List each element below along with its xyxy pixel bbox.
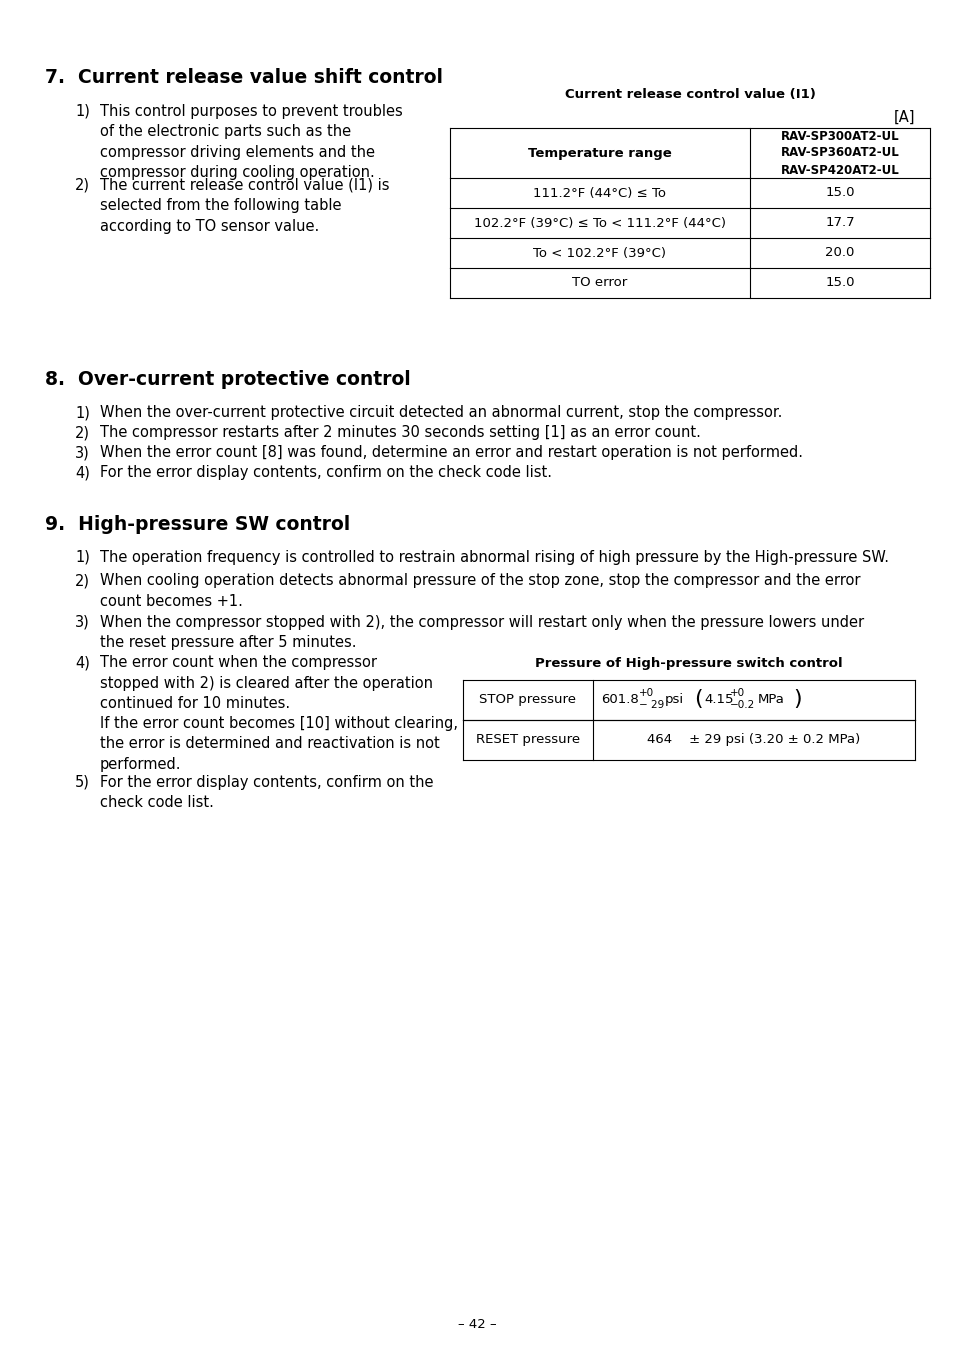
Text: +0: +0 <box>639 689 654 698</box>
Text: STOP pressure: STOP pressure <box>479 693 576 706</box>
Text: 4.15: 4.15 <box>703 693 733 706</box>
Text: 15.0: 15.0 <box>824 276 854 290</box>
Text: This control purposes to prevent troubles
of the electronic parts such as the
co: This control purposes to prevent trouble… <box>100 104 402 181</box>
Text: 464    ± 29 psi (3.20 ± 0.2 MPa): 464 ± 29 psi (3.20 ± 0.2 MPa) <box>647 733 860 745</box>
Text: 2): 2) <box>75 425 90 439</box>
Text: 3): 3) <box>75 615 90 630</box>
Text: 15.0: 15.0 <box>824 186 854 200</box>
Text: 17.7: 17.7 <box>824 217 854 229</box>
Text: ): ) <box>792 689 801 709</box>
Text: When the compressor stopped with 2), the compressor will restart only when the p: When the compressor stopped with 2), the… <box>100 615 863 650</box>
Text: 1): 1) <box>75 404 90 421</box>
Text: For the error display contents, confirm on the
check code list.: For the error display contents, confirm … <box>100 775 433 810</box>
Text: Current release control value (I1): Current release control value (I1) <box>564 88 815 101</box>
Text: 601.8: 601.8 <box>600 693 639 706</box>
Text: When the error count [8] was found, determine an error and restart operation is : When the error count [8] was found, dete… <box>100 445 802 460</box>
Text: 3): 3) <box>75 445 90 460</box>
Text: 2): 2) <box>75 573 90 589</box>
Text: 7.  Current release value shift control: 7. Current release value shift control <box>45 67 442 88</box>
Text: To < 102.2°F (39°C): To < 102.2°F (39°C) <box>533 247 666 260</box>
Text: 1): 1) <box>75 104 90 119</box>
Text: MPa: MPa <box>758 693 784 706</box>
Text: 111.2°F (44°C) ≤ To: 111.2°F (44°C) ≤ To <box>533 186 666 200</box>
Text: 2): 2) <box>75 178 90 193</box>
Text: Pressure of High-pressure switch control: Pressure of High-pressure switch control <box>535 658 841 670</box>
Text: 9.  High-pressure SW control: 9. High-pressure SW control <box>45 515 350 534</box>
Text: – 42 –: – 42 – <box>457 1318 496 1330</box>
Text: RAV-SP300AT2-UL
RAV-SP360AT2-UL
RAV-SP420AT2-UL: RAV-SP300AT2-UL RAV-SP360AT2-UL RAV-SP42… <box>780 129 899 177</box>
Text: For the error display contents, confirm on the check code list.: For the error display contents, confirm … <box>100 465 552 480</box>
Text: −0.2: −0.2 <box>729 701 755 710</box>
Text: The operation frequency is controlled to restrain abnormal rising of high pressu: The operation frequency is controlled to… <box>100 550 888 565</box>
Text: 4): 4) <box>75 655 90 670</box>
Text: 8.  Over-current protective control: 8. Over-current protective control <box>45 369 411 390</box>
Text: When cooling operation detects abnormal pressure of the stop zone, stop the comp: When cooling operation detects abnormal … <box>100 573 860 609</box>
Text: The compressor restarts after 2 minutes 30 seconds setting [1] as an error count: The compressor restarts after 2 minutes … <box>100 425 700 439</box>
Text: psi: psi <box>664 693 683 706</box>
Text: 1): 1) <box>75 550 90 565</box>
Text: RESET pressure: RESET pressure <box>476 733 579 745</box>
Text: − 29: − 29 <box>639 701 663 710</box>
Text: 4): 4) <box>75 465 90 480</box>
Text: If the error count becomes [10] without clearing,
the error is determined and re: If the error count becomes [10] without … <box>100 716 457 772</box>
Text: 20.0: 20.0 <box>824 247 854 260</box>
Text: 102.2°F (39°C) ≤ To < 111.2°F (44°C): 102.2°F (39°C) ≤ To < 111.2°F (44°C) <box>474 217 725 229</box>
Text: (: ( <box>693 689 702 709</box>
Text: The error count when the compressor
stopped with 2) is cleared after the operati: The error count when the compressor stop… <box>100 655 433 712</box>
Text: When the over-current protective circuit detected an abnormal current, stop the : When the over-current protective circuit… <box>100 404 781 421</box>
Text: TO error: TO error <box>572 276 627 290</box>
Text: Temperature range: Temperature range <box>528 147 671 159</box>
Text: [A]: [A] <box>893 111 914 125</box>
Text: 5): 5) <box>75 775 90 790</box>
Text: +0: +0 <box>729 689 744 698</box>
Text: The current release control value (I1) is
selected from the following table
acco: The current release control value (I1) i… <box>100 178 389 233</box>
